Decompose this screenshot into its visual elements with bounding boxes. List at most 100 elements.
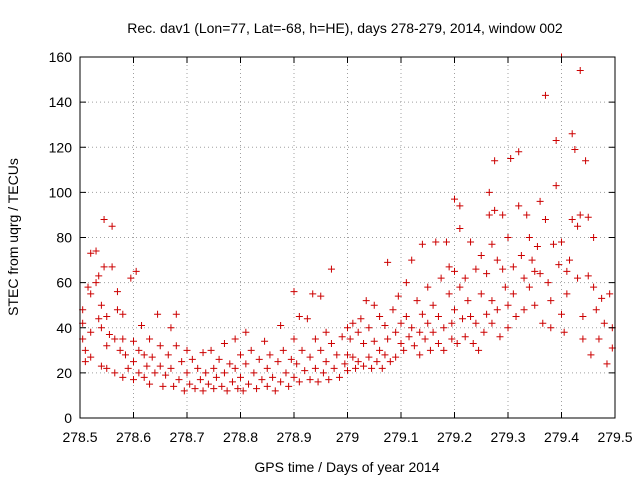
data-point <box>531 267 539 275</box>
data-point <box>558 238 565 246</box>
data-point <box>130 358 137 366</box>
data-point <box>130 337 137 345</box>
data-point <box>103 364 111 372</box>
data-point <box>520 274 528 282</box>
data-point <box>119 373 127 381</box>
data-point <box>491 206 499 214</box>
data-point <box>97 362 105 370</box>
data-point <box>437 274 445 282</box>
data-point <box>496 333 504 341</box>
data-point <box>293 360 301 368</box>
data-point <box>456 224 464 232</box>
data-point <box>451 195 458 203</box>
data-point <box>421 335 429 343</box>
data-point <box>172 310 180 318</box>
data-point <box>451 267 458 275</box>
data-point <box>108 222 116 230</box>
data-point <box>448 335 456 343</box>
data-point <box>132 267 140 275</box>
data-point <box>146 380 154 388</box>
y-tick-label: 80 <box>56 230 72 246</box>
data-point <box>162 371 170 379</box>
data-point <box>376 346 384 354</box>
data-point <box>434 312 442 320</box>
data-point <box>485 211 493 219</box>
data-point <box>325 376 333 384</box>
data-point <box>520 306 528 314</box>
data-point <box>135 346 143 354</box>
data-point <box>376 312 384 320</box>
data-point <box>95 315 103 323</box>
data-point <box>525 234 533 241</box>
data-point <box>148 353 156 361</box>
data-point <box>330 364 338 372</box>
data-point <box>504 234 512 241</box>
data-point <box>167 324 175 332</box>
data-point <box>295 378 303 386</box>
data-point <box>223 387 231 395</box>
data-point <box>298 346 306 354</box>
data-point <box>239 387 247 395</box>
data-point <box>416 351 424 359</box>
x-tick-label: 279.5 <box>597 429 632 445</box>
data-point <box>472 265 480 273</box>
data-point <box>440 346 448 354</box>
data-point <box>574 274 582 282</box>
data-point <box>311 335 319 343</box>
data-point <box>547 297 555 305</box>
data-point <box>285 382 293 390</box>
data-point <box>151 369 159 377</box>
data-point <box>290 373 298 381</box>
data-point <box>536 197 544 205</box>
data-point <box>100 215 108 223</box>
y-tick-label: 140 <box>49 94 73 110</box>
data-point <box>461 333 469 341</box>
data-point <box>269 373 277 381</box>
data-point <box>306 376 314 384</box>
y-tick-label: 0 <box>64 410 72 426</box>
data-point <box>378 364 386 372</box>
data-point <box>170 382 178 390</box>
data-point <box>389 306 397 314</box>
data-point <box>255 355 263 363</box>
data-point <box>509 290 517 298</box>
data-point <box>105 331 113 339</box>
y-tick-label: 20 <box>56 365 72 381</box>
data-point <box>408 324 416 332</box>
data-point <box>183 346 191 354</box>
data-point <box>370 301 378 309</box>
data-point <box>311 364 319 372</box>
data-point <box>237 351 244 359</box>
data-point <box>295 312 303 320</box>
data-point <box>360 362 368 370</box>
data-point <box>595 335 603 343</box>
data-point <box>402 279 410 287</box>
data-point <box>130 376 137 384</box>
data-point <box>448 319 456 327</box>
data-point <box>469 340 477 348</box>
data-point <box>212 373 220 381</box>
data-point <box>499 265 507 273</box>
data-point <box>231 364 239 372</box>
data-point <box>183 369 191 377</box>
data-point <box>574 222 582 230</box>
data-point <box>472 319 480 327</box>
data-point <box>303 315 311 323</box>
data-point <box>533 243 541 251</box>
data-point <box>606 290 614 298</box>
data-point <box>477 252 485 260</box>
data-point <box>127 274 135 282</box>
grid-layer <box>80 57 615 418</box>
data-point <box>111 369 119 377</box>
data-point <box>327 265 335 273</box>
data-point <box>344 351 351 359</box>
data-point <box>566 256 574 264</box>
y-axis-label: STEC from uqrg / TECUs <box>5 158 21 316</box>
data-point <box>461 274 469 282</box>
data-point <box>445 290 453 298</box>
data-point <box>154 310 162 318</box>
data-point <box>124 364 132 372</box>
data-point <box>528 256 536 264</box>
data-point <box>397 319 405 327</box>
data-point <box>218 382 226 390</box>
